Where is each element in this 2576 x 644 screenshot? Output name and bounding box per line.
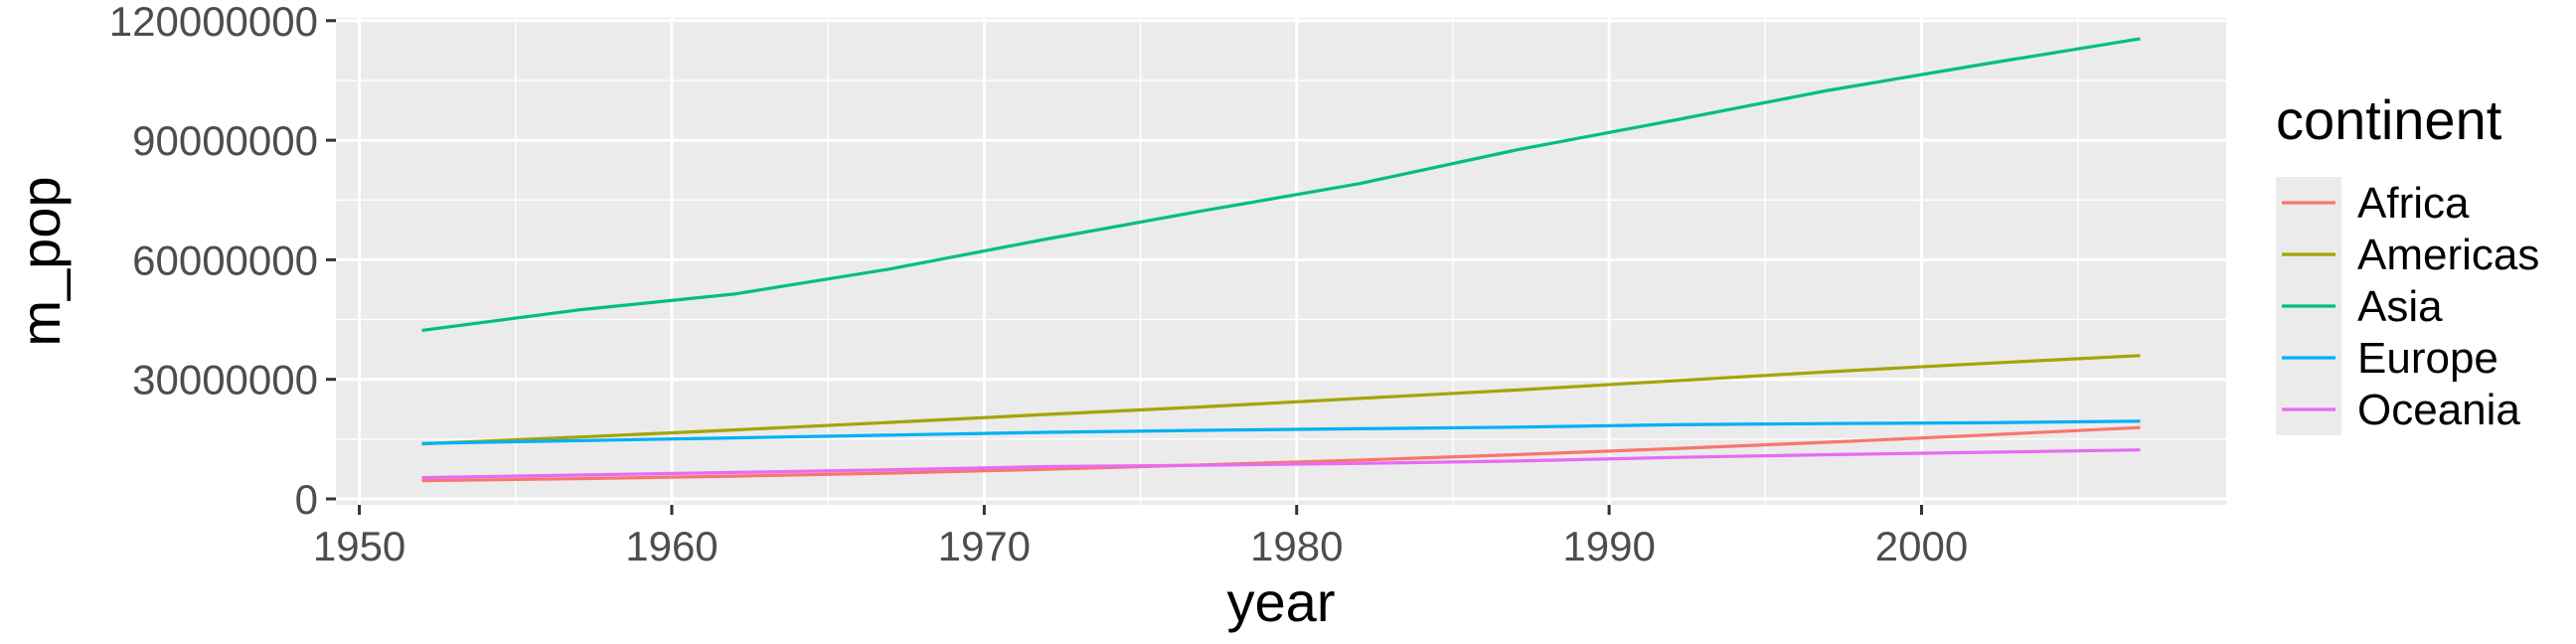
- legend-label-americas: Americas: [2357, 231, 2539, 279]
- y-tick-label: 120000000: [109, 0, 318, 45]
- x-tick-label: 1960: [625, 523, 718, 569]
- x-tick-label: 1970: [938, 523, 1031, 569]
- series-line-oceania: [421, 448, 2141, 480]
- series-line-asia: [421, 37, 2141, 332]
- x-tick-label: 1950: [313, 523, 405, 569]
- legend-title: continent: [2276, 88, 2502, 151]
- x-tick-label: 1980: [1250, 523, 1343, 569]
- legend-label-europe: Europe: [2357, 334, 2498, 383]
- y-axis-title: m_pop: [9, 176, 72, 346]
- x-tick-labels: 1950 1960 1970 1980 1990 2000: [313, 523, 1968, 569]
- series-line-europe: [421, 419, 2141, 445]
- x-tick-label: 1990: [1562, 523, 1655, 569]
- legend-label-africa: Africa: [2357, 179, 2470, 228]
- y-tick-label: 0: [295, 476, 318, 523]
- series-line-africa: [421, 425, 2141, 483]
- legend-label-asia: Asia: [2357, 282, 2443, 331]
- legend-label-oceania: Oceania: [2357, 386, 2520, 434]
- legend: continent AfricaAmericasAsiaEuropeOceani…: [2276, 88, 2539, 435]
- axis-ticks: [326, 19, 1923, 515]
- series-lines: [421, 37, 2141, 483]
- plot-panel: [336, 18, 2226, 505]
- x-tick-label: 2000: [1875, 523, 1968, 569]
- y-tick-label: 90000000: [132, 117, 318, 164]
- y-tick-labels: 0 30000000 60000000 90000000 120000000: [109, 0, 318, 523]
- major-gridlines: [336, 18, 2226, 505]
- y-tick-label: 60000000: [132, 237, 318, 283]
- x-axis-title: year: [1227, 570, 1336, 633]
- y-tick-label: 30000000: [132, 357, 318, 403]
- series-line-americas: [421, 354, 2141, 446]
